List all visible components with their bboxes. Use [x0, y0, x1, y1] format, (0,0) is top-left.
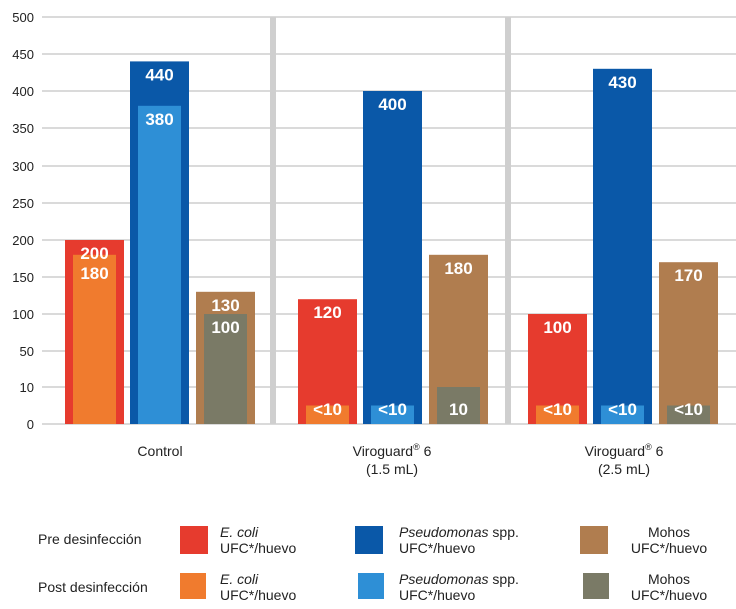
bar-pre: [363, 91, 422, 424]
data-label-post: 100: [211, 318, 239, 337]
legend-unit: UFC*/huevo: [399, 540, 476, 556]
data-label-pre: 100: [543, 318, 571, 337]
bar-post: [536, 405, 579, 424]
x-category-label: Control: [137, 443, 182, 459]
data-label-pre: 400: [378, 95, 406, 114]
data-label-post: 180: [80, 264, 108, 283]
y-tick-label: 150: [12, 270, 34, 285]
y-tick-label: 0: [27, 417, 34, 432]
y-tick-label: 10: [20, 380, 34, 395]
bar-pre: [298, 299, 357, 424]
y-tick-label: 450: [12, 47, 34, 62]
legend-ecoli-name: E. coli: [220, 524, 259, 540]
bar-post: [204, 314, 247, 424]
legend-pseudomonas-name: Pseudomonas: [399, 571, 489, 587]
legend-unit: UFC*/huevo: [399, 587, 476, 603]
data-label-post: <10: [543, 400, 572, 419]
legend-pre-mohos-text: Mohos UFC*/huevo: [624, 524, 714, 556]
legend-mohos-name: Mohos: [647, 571, 691, 587]
x-category-label: Viroguard® 6: [585, 442, 664, 459]
legend-pseudomonas-suffix: spp.: [488, 524, 519, 540]
bar-pre: [659, 262, 718, 424]
legend-unit: UFC*/huevo: [630, 587, 708, 603]
legend-row-post: Post desinfección E. coli UFC*/huevo Pse…: [0, 565, 736, 609]
y-tick-label: 50: [20, 344, 34, 359]
y-tick-label: 300: [12, 159, 34, 174]
legend-swatch-post-ecoli: [180, 573, 206, 599]
legend-swatch-pre-mohos: [580, 526, 608, 554]
y-tick-label: 350: [12, 121, 34, 136]
x-category-label: Viroguard® 6: [353, 442, 432, 459]
data-label-post: 380: [145, 110, 173, 129]
legend-unit: UFC*/huevo: [630, 540, 708, 556]
y-tick-label: 250: [12, 196, 34, 211]
legend-unit: UFC*/huevo: [220, 540, 297, 556]
legend-post-ecoli-text: E. coli UFC*/huevo: [220, 571, 296, 603]
x-category-sublabel: (1.5 mL): [366, 461, 418, 477]
legend-pseudomonas-suffix: spp.: [488, 571, 519, 587]
y-tick-label: 400: [12, 84, 34, 99]
legend-ecoli-name: E. coli: [220, 571, 259, 587]
legend-swatch-post-mohos: [583, 573, 609, 599]
data-label-post: <10: [674, 400, 703, 419]
bar-post: [437, 387, 480, 424]
legend-pseudomonas-name: Pseudomonas: [399, 524, 489, 540]
group-separator: [505, 17, 511, 424]
y-tick-label: 500: [12, 10, 34, 25]
bar-post: [138, 105, 181, 425]
data-label-pre: 120: [313, 303, 341, 322]
legend-pre-ecoli-text: E. coli UFC*/huevo: [220, 524, 296, 556]
bar-post: [601, 405, 644, 424]
legend-pre-pseudomonas-text: Pseudomonas spp. UFC*/huevo: [399, 524, 519, 556]
bar-chart: 0105010015020025030035040045050020018044…: [12, 10, 736, 477]
bar-post: [371, 405, 414, 424]
data-label-post: 10: [449, 400, 468, 419]
data-label-post: <10: [378, 400, 407, 419]
legend-swatch-pre-pseudomonas: [355, 526, 383, 554]
data-label-post: <10: [313, 400, 342, 419]
legend-swatch-pre-ecoli: [180, 526, 208, 554]
data-label-pre: 430: [608, 73, 636, 92]
legend-unit: UFC*/huevo: [220, 587, 297, 603]
y-tick-label: 100: [12, 307, 34, 322]
legend-swatch-post-pseudomonas: [358, 573, 384, 599]
bar-pre: [593, 68, 652, 425]
group-separator: [270, 17, 276, 424]
bar-post: [667, 405, 710, 424]
data-label-pre: 130: [211, 296, 239, 315]
legend-pre-label: Pre desinfección: [38, 531, 142, 547]
legend-post-label: Post desinfección: [38, 579, 148, 595]
y-tick-label: 200: [12, 233, 34, 248]
legend-row-pre: Pre desinfección E. coli UFC*/huevo Pseu…: [0, 518, 736, 562]
bar-post: [306, 405, 349, 424]
x-category-sublabel: (2.5 mL): [598, 461, 650, 477]
data-label-post: <10: [608, 400, 637, 419]
legend-mohos-name: Mohos: [647, 524, 691, 540]
legend-post-mohos-text: Mohos UFC*/huevo: [624, 571, 714, 603]
data-label-pre: 200: [80, 244, 108, 263]
bar-post: [73, 254, 116, 424]
data-label-pre: 180: [444, 259, 472, 278]
legend-post-pseudomonas-text: Pseudomonas spp. UFC*/huevo: [399, 571, 519, 603]
data-label-pre: 440: [145, 65, 173, 84]
data-label-pre: 170: [674, 266, 702, 285]
